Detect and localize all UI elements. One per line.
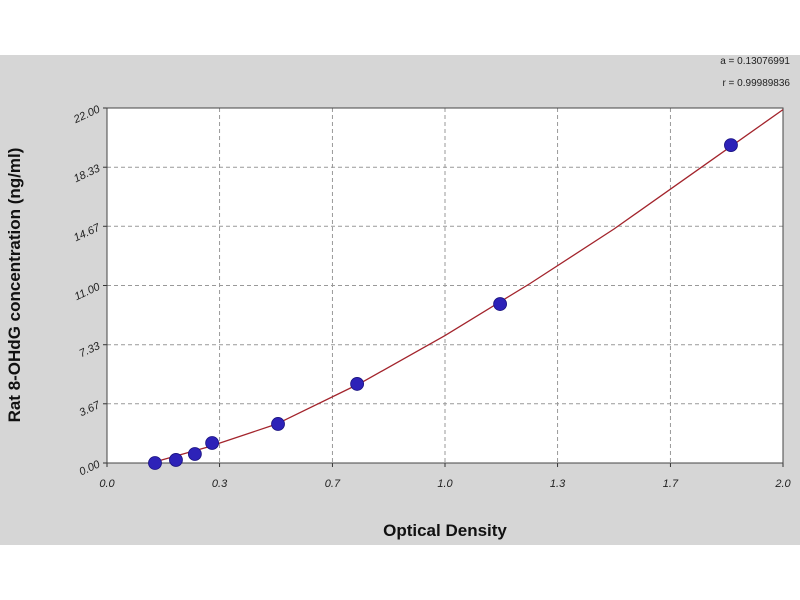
x-tick-label: 0.0 xyxy=(99,478,115,490)
x-tick-label: 0.3 xyxy=(212,478,228,490)
data-point xyxy=(205,436,220,450)
data-point xyxy=(724,138,738,153)
data-point xyxy=(350,377,365,391)
annotation: r = 0.99989836 xyxy=(722,78,790,89)
y-axis-title: Rat 8-OHdG concentration (ng/ml) xyxy=(5,148,24,423)
plot-border xyxy=(106,107,784,464)
data-point xyxy=(271,417,285,431)
x-tick-label: 1.3 xyxy=(550,478,566,490)
x-tick-label: 1.0 xyxy=(437,478,453,490)
data-point xyxy=(187,447,202,461)
data-point xyxy=(493,297,507,311)
x-tick-label: 2.0 xyxy=(774,478,791,490)
data-point xyxy=(169,453,183,467)
data-point xyxy=(148,456,162,470)
annotation: a = 0.13076991 xyxy=(720,56,790,67)
fit-curve xyxy=(150,109,784,464)
x-tick-label: 1.7 xyxy=(663,478,679,490)
x-tick-label: 0.7 xyxy=(325,478,341,490)
x-axis-title: Optical Density xyxy=(383,521,507,540)
